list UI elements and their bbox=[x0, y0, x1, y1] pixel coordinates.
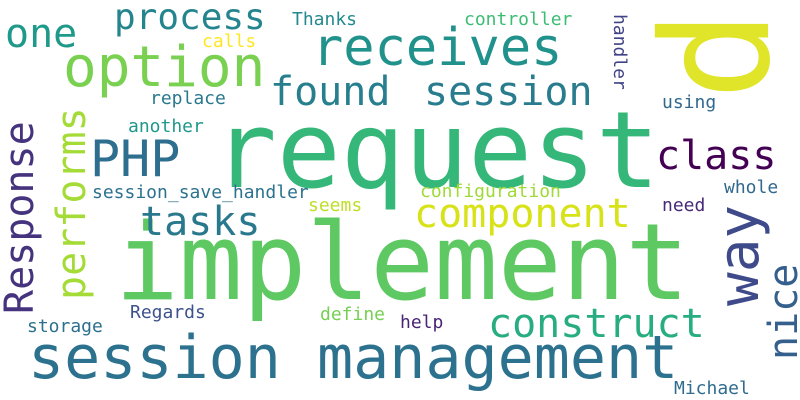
word-implement: implement bbox=[115, 201, 690, 324]
word-session-management: session management bbox=[28, 323, 679, 393]
word-another: another bbox=[128, 116, 204, 137]
word-construct: construct bbox=[488, 301, 705, 347]
word-configuration: configuration bbox=[420, 181, 561, 202]
word-michael: Michael bbox=[674, 378, 750, 399]
word-using: using bbox=[662, 92, 717, 113]
word-replace: replace bbox=[150, 88, 226, 109]
word-whole: whole bbox=[724, 177, 779, 198]
word-calls: calls bbox=[202, 31, 257, 52]
word-nice: nice bbox=[761, 263, 800, 360]
word-process: process bbox=[114, 0, 266, 38]
word-one: one bbox=[5, 11, 78, 57]
word-receives: receives bbox=[312, 18, 563, 78]
word-define: define bbox=[320, 304, 386, 325]
word-way: way bbox=[707, 204, 772, 306]
word-seems: seems bbox=[308, 195, 363, 216]
word-controller: controller bbox=[464, 9, 573, 30]
word-handler: handler bbox=[609, 14, 630, 90]
word-component: component bbox=[414, 191, 631, 237]
word-storage: storage bbox=[27, 316, 103, 337]
word-response: Response bbox=[0, 121, 43, 314]
word-session-save-handler: session_save_handler bbox=[92, 182, 309, 203]
word-tasks: tasks bbox=[140, 199, 261, 245]
word-php: PHP bbox=[90, 130, 181, 188]
word-request: request bbox=[213, 89, 660, 212]
word-class: class bbox=[656, 133, 777, 179]
word-p: p bbox=[650, 10, 800, 100]
word-option: option bbox=[63, 35, 266, 100]
word-help: help bbox=[400, 312, 444, 333]
word-need: need bbox=[662, 195, 706, 216]
word-regards: Regards bbox=[130, 302, 206, 323]
word-found: found bbox=[270, 69, 391, 115]
word-thanks: Thanks bbox=[292, 9, 358, 30]
word-performs: performs bbox=[49, 107, 95, 300]
word-session: session bbox=[424, 69, 593, 115]
